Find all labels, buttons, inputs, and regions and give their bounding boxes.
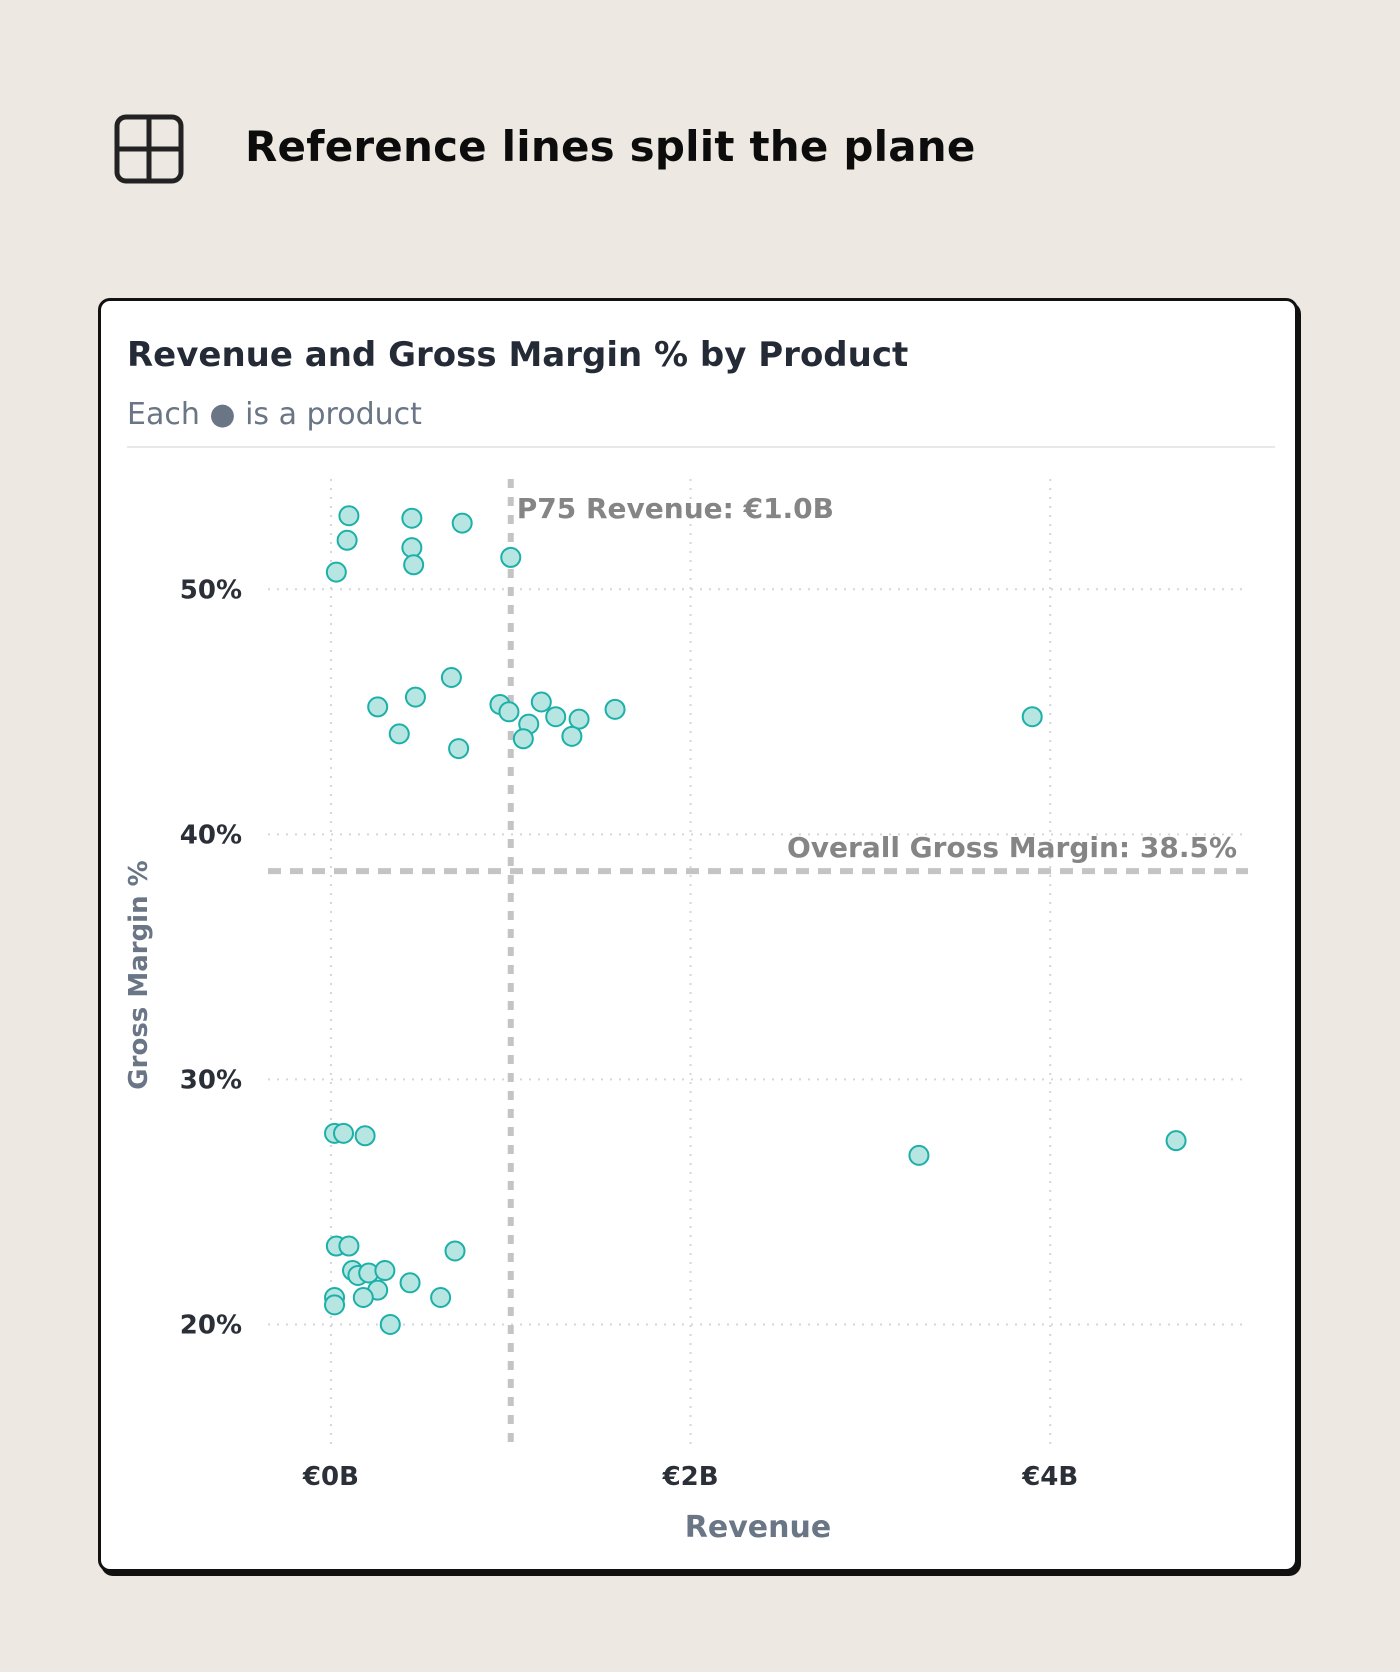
data-point <box>403 554 425 576</box>
data-point <box>561 725 583 747</box>
x-axis-title: Revenue <box>685 1510 831 1545</box>
data-point <box>430 1287 452 1309</box>
data-point <box>451 512 473 534</box>
axis-labels: €0B €2B €4B 20% 30% 40% 50% Revenue Gross Margin… <box>124 575 1078 1545</box>
data-point <box>530 691 552 713</box>
data-points <box>324 505 1187 1335</box>
data-point <box>367 696 389 718</box>
divider <box>127 446 1275 448</box>
data-point <box>325 561 347 583</box>
chart-title: Revenue and Gross Margin % by Product <box>127 335 909 375</box>
data-point <box>498 701 520 723</box>
data-point <box>401 537 423 559</box>
data-point <box>374 1260 396 1282</box>
data-point <box>545 706 567 728</box>
chart-subtitle: Each ● is a product <box>127 397 422 432</box>
data-point <box>354 1125 376 1147</box>
data-point <box>1021 706 1043 728</box>
p75-revenue-label: P75 Revenue: €1.0B <box>517 492 834 525</box>
gross-margin-label: Overall Gross Margin: 38.5% <box>787 831 1237 864</box>
data-point <box>338 505 360 527</box>
data-point <box>604 698 626 720</box>
data-point <box>352 1287 374 1309</box>
data-point <box>404 686 426 708</box>
data-point <box>500 546 522 568</box>
data-point <box>512 728 534 750</box>
data-point <box>336 529 358 551</box>
x-tick-label: €4B <box>1021 1462 1078 1492</box>
y-axis-title: Gross Margin % <box>124 860 154 1089</box>
data-point <box>333 1122 355 1144</box>
x-tick-label: €2B <box>662 1462 719 1492</box>
data-point <box>448 738 470 760</box>
grid-layer <box>268 479 1248 1447</box>
page-title: Reference lines split the plane <box>245 122 976 171</box>
data-point <box>440 667 462 689</box>
y-tick-label: 50% <box>180 575 242 605</box>
data-point <box>338 1235 360 1257</box>
scatter-chart: P75 Revenue: €1.0B Overall Gross Margin: … <box>124 479 1248 1545</box>
data-point <box>908 1144 930 1166</box>
data-point <box>444 1240 466 1262</box>
chart-card: Revenue and Gross Margin % by Product Ea… <box>98 298 1298 1572</box>
data-point <box>399 1272 421 1294</box>
data-point <box>388 723 410 745</box>
data-point <box>568 708 590 730</box>
x-tick-label: €0B <box>302 1462 359 1492</box>
data-point <box>1165 1130 1187 1152</box>
grid-quadrant-icon <box>114 114 184 184</box>
y-tick-label: 30% <box>180 1065 242 1095</box>
reference-lines: P75 Revenue: €1.0B Overall Gross Margin: … <box>268 479 1248 1447</box>
data-point <box>324 1294 346 1316</box>
y-tick-label: 20% <box>180 1310 242 1340</box>
y-tick-label: 40% <box>180 820 242 850</box>
data-point <box>379 1313 401 1335</box>
data-point <box>401 507 423 529</box>
